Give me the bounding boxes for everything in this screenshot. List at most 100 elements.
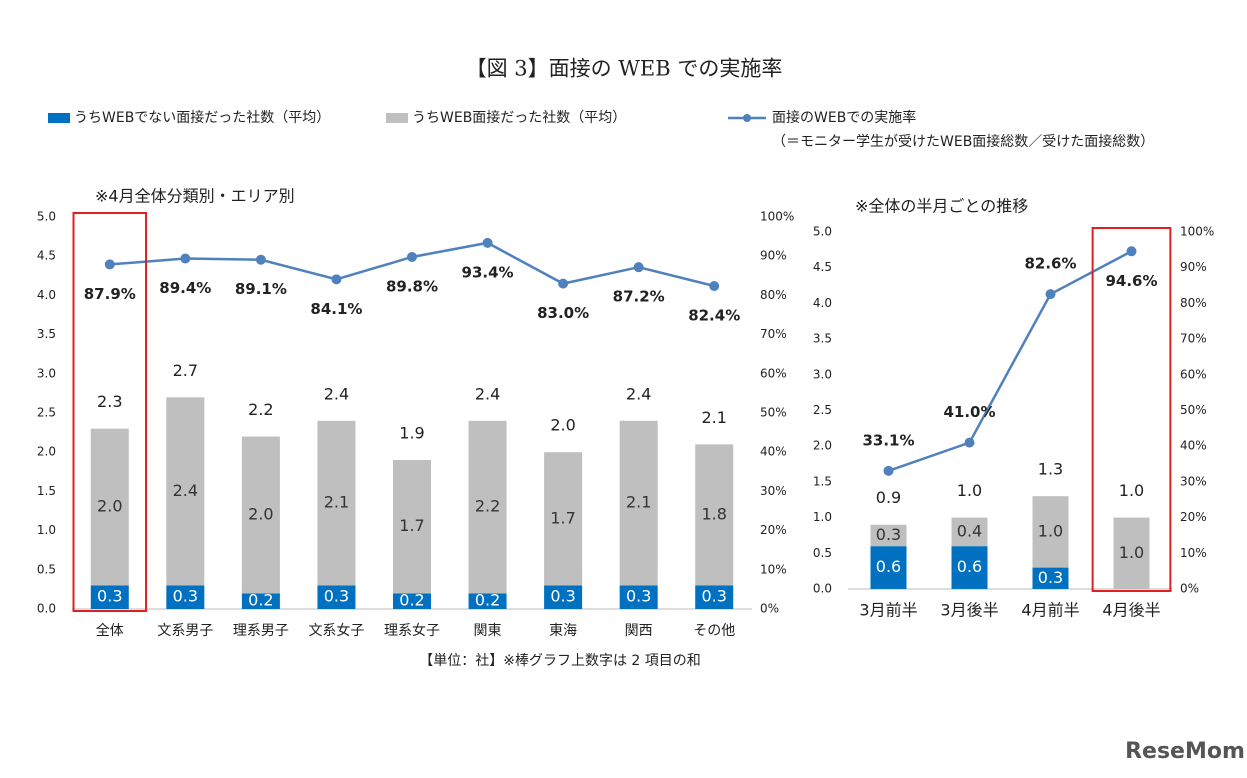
rate-marker — [482, 237, 493, 248]
bar-value-label: 0.3 — [97, 587, 122, 606]
highlight-box — [72, 212, 148, 612]
total-label: 2.3 — [97, 392, 122, 411]
y-tick-label: 2.0 — [37, 445, 56, 459]
rate-marker — [883, 465, 894, 476]
rate-marker — [558, 278, 569, 289]
legend-swatch — [48, 113, 70, 123]
bar-value-label: 0.3 — [173, 587, 198, 606]
y2-tick-label: 0% — [1180, 582, 1199, 596]
rate-marker — [964, 437, 975, 448]
y-tick-label: 3.5 — [813, 332, 832, 346]
y2-tick-label: 40% — [760, 445, 787, 459]
bar-value-label: 0.2 — [475, 591, 500, 610]
bar-value-label: 2.1 — [626, 493, 651, 512]
bar-segment — [241, 593, 280, 609]
footnote: 【単位：社】※棒グラフ上数字は 2 項目の和 — [419, 653, 701, 669]
bar-segment — [90, 428, 129, 586]
bar-value-label: 0.3 — [876, 525, 901, 544]
y2-tick-label: 50% — [1180, 403, 1207, 417]
bar-value-label: 0.2 — [399, 591, 424, 610]
y-tick-label: 2.5 — [37, 406, 56, 420]
bar-segment — [317, 585, 356, 609]
bar-value-label: 0.3 — [550, 587, 575, 606]
rate-line — [888, 250, 1133, 473]
bar-segment — [468, 593, 507, 609]
rate-label: 33.1% — [862, 431, 914, 449]
rate-label: 83.0% — [537, 304, 589, 322]
bar-value-label: 0.6 — [957, 557, 982, 576]
rate-marker — [407, 251, 417, 262]
total-label: 2.4 — [475, 384, 500, 403]
y-tick-label: 0.5 — [37, 562, 56, 576]
y-tick-label: 0.0 — [813, 582, 832, 596]
bar-value-label: 0.4 — [957, 521, 982, 540]
bar-segment — [1032, 496, 1069, 568]
y2-tick-label: 90% — [760, 249, 787, 263]
bar-segment — [1113, 517, 1150, 589]
watermark: ReseMom — [1125, 739, 1245, 764]
x-tick-label: 文系女子 — [308, 622, 364, 639]
total-label: 2.4 — [626, 384, 651, 403]
bar-value-label: 0.3 — [324, 587, 349, 606]
y-tick-label: 0.0 — [37, 602, 56, 616]
y2-tick-label: 0% — [760, 602, 779, 616]
x-tick-label: その他 — [693, 623, 735, 639]
bar-segment — [317, 420, 356, 586]
highlight-box — [1091, 227, 1172, 592]
rate-marker — [709, 280, 720, 291]
x-tick-label: 理系男子 — [233, 623, 289, 639]
bar-segment — [393, 593, 431, 609]
y2-tick-label: 20% — [1180, 510, 1207, 524]
legend-label: 面接のWEBでの実施率 — [772, 109, 916, 126]
y2-tick-label: 10% — [1180, 546, 1207, 560]
rate-marker — [1126, 246, 1137, 257]
rate-marker — [104, 259, 115, 270]
rate-marker — [255, 254, 266, 265]
y-tick-label: 4.0 — [37, 288, 56, 302]
bar-segment — [695, 585, 734, 609]
x-tick-label: 4月後半 — [1102, 601, 1160, 620]
y-tick-label: 4.5 — [37, 249, 56, 263]
total-label: 2.7 — [173, 361, 198, 380]
y2-tick-label: 50% — [760, 406, 787, 420]
y2-tick-label: 20% — [760, 523, 787, 537]
bar-value-label: 2.0 — [248, 504, 273, 523]
total-label: 1.9 — [399, 424, 424, 443]
x-tick-label: 文系男子 — [157, 623, 213, 639]
y-tick-label: 2.0 — [813, 439, 832, 453]
x-tick-label: 3月前半 — [859, 601, 917, 620]
bar-segment — [870, 546, 907, 589]
legend-label: うちWEBでない面接だった社数（平均） — [74, 109, 330, 126]
y2-tick-label: 60% — [760, 366, 787, 380]
legend-label: うちWEB面接だった社数（平均） — [412, 109, 626, 126]
bar-value-label: 0.3 — [701, 587, 726, 606]
rate-label: 93.4% — [462, 263, 514, 281]
y-tick-label: 3.5 — [37, 327, 56, 341]
bar-value-label: 0.6 — [876, 557, 901, 576]
y-tick-label: 2.5 — [813, 403, 832, 417]
legend-swatch — [743, 114, 751, 122]
bar-value-label: 2.0 — [97, 497, 122, 516]
y-tick-label: 3.0 — [37, 366, 56, 380]
y2-tick-label: 70% — [760, 327, 787, 341]
rate-label: 41.0% — [943, 403, 995, 421]
bar-segment — [1032, 567, 1069, 589]
rate-label: 94.6% — [1105, 272, 1157, 290]
bar-segment — [393, 460, 431, 594]
x-tick-label: 東海 — [549, 623, 577, 639]
subtitle: ※全体の半月ごとの推移 — [855, 197, 1028, 216]
rate-label: 89.1% — [235, 280, 287, 298]
y-tick-label: 4.0 — [813, 296, 832, 310]
bar-segment — [870, 524, 907, 547]
bar-segment — [951, 517, 988, 547]
y2-tick-label: 100% — [1180, 225, 1214, 239]
y-tick-label: 1.5 — [37, 484, 56, 498]
y2-tick-label: 30% — [760, 484, 787, 498]
total-label: 1.0 — [1119, 481, 1144, 500]
bar-value-label: 2.1 — [324, 493, 349, 512]
total-label: 2.0 — [550, 416, 575, 435]
x-tick-label: 関西 — [625, 623, 653, 639]
bar-value-label: 2.4 — [173, 481, 198, 500]
x-tick-label: 4月前半 — [1021, 601, 1079, 620]
